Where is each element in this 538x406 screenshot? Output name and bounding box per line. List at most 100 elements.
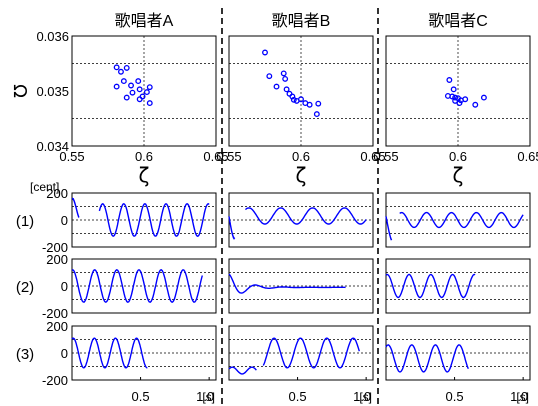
x-tick-label-1-0: 1.0: [510, 389, 528, 404]
scatter-point-1: [450, 86, 457, 93]
scatter-panel-c: 0.55 0.6 0.65 ζ: [373, 35, 538, 187]
y-tick-label: 0: [61, 346, 68, 361]
pitch-axes-frame: [71, 325, 217, 381]
y-tick-label: -200: [42, 306, 68, 321]
time-unit-label: [s]: [202, 390, 215, 404]
x-tick-label: 0.65: [360, 149, 385, 164]
scatter-point-0: [446, 77, 453, 83]
pitch-curve-segment-0: [385, 216, 393, 241]
row-label-3: (3): [16, 346, 34, 363]
scatter-point-4: [452, 94, 459, 101]
x-tick-label: 0.55: [59, 149, 84, 164]
y-tick-label: 0: [61, 213, 68, 228]
pitch-axes-frame: [228, 325, 374, 381]
scatter-point-13: [146, 84, 153, 91]
scatter-point-5: [128, 82, 134, 89]
pitch-curve-segment-1: [262, 337, 360, 369]
pitch-curve-segment-0: [71, 337, 148, 369]
pitch-axes-frame: [71, 258, 217, 314]
scatter-point-11: [139, 93, 146, 100]
scatter-point-0: [262, 49, 268, 56]
x-tick-label-0-5: 0.5: [446, 389, 464, 404]
pitch-panel-c3: 0.5 1.0[s]: [385, 325, 531, 404]
column-dividers: [221, 8, 379, 404]
pitch-panel-a3: 200 0 -200 0.5 1.0[s]: [42, 319, 217, 404]
pitch-curve-segment-1: [245, 207, 367, 225]
y-tick-label: 200: [46, 186, 68, 201]
scatter-point-13: [315, 100, 322, 107]
scatter-point-3: [449, 93, 456, 100]
singer-header-c: 歌唱者C: [428, 12, 488, 30]
x-tick-label: 0.6: [292, 149, 310, 164]
y-tick-label: 0.034: [36, 139, 69, 154]
scatter-point-9: [462, 96, 469, 103]
time-unit-label: [s]: [516, 390, 529, 404]
zeta-axis-label: ζ: [453, 163, 464, 187]
singer-header-b: 歌唱者B: [272, 12, 331, 30]
y-tick-label: 0.035: [36, 84, 69, 99]
cent-unit-label: [cent]: [30, 180, 59, 194]
x-tick-label-1-0: 1.0: [196, 389, 214, 404]
singer-headers: 歌唱者A 歌唱者B 歌唱者C: [115, 12, 488, 30]
x-tick-label-1-0: 1.0: [353, 389, 371, 404]
pitch-curve-segment-0: [228, 366, 257, 375]
scatter-point-1: [266, 73, 273, 80]
x-tick-label: 0.55: [216, 149, 241, 164]
scatter-point-0: [113, 64, 120, 71]
pitch-axes-frame: [385, 325, 531, 381]
x-tick-label-0-5: 0.5: [289, 389, 307, 404]
singer-header-a: 歌唱者A: [115, 12, 174, 30]
scatter-panel-a: 0.55 0.6 0.65 0.034 0.035 0.036 ζ: [36, 29, 228, 187]
scatter-point-12: [306, 101, 313, 108]
pitch-axes-frame: [228, 258, 374, 314]
x-tick-label: 0.6: [449, 149, 467, 164]
pitch-curve-segment-1: [399, 211, 524, 229]
x-tick-label: 0.65: [203, 149, 228, 164]
scatter-point-4: [113, 83, 120, 90]
y-tick-label: 200: [46, 252, 68, 267]
x-tick-label: 0.55: [373, 149, 398, 164]
scatter-point-4: [273, 83, 280, 90]
scatter-point-8: [456, 100, 463, 107]
pitch-curve-segment-0: [71, 197, 80, 218]
pitch-panel-b3: 0.5 1.0[s]: [228, 325, 374, 404]
pitch-axes-frame: [71, 192, 217, 248]
zeta-axis-label: ζ: [296, 163, 307, 187]
y-tick-label: -200: [42, 373, 68, 388]
scatter-axes-frame: [228, 35, 374, 147]
y-tick-label: -200: [42, 240, 68, 255]
pitch-panel-a2: 200 0 -200: [42, 252, 217, 321]
y-tick-label: 200: [46, 319, 68, 334]
scatter-point-6: [135, 78, 142, 85]
pitch-curve-segment-1: [98, 202, 210, 237]
scatter-point-3: [120, 78, 127, 85]
scatter-point-3: [282, 75, 289, 82]
scatter-point-7: [136, 86, 143, 93]
pitch-axes-frame: [385, 258, 531, 314]
scatter-axes-frame: [71, 35, 217, 147]
axis-labels: Ω [cent] (1) (2) (3): [9, 84, 59, 363]
pitch-curve-segment-0: [228, 216, 236, 240]
y-tick-label: 0: [61, 279, 68, 294]
omega-axis-label: Ω: [9, 84, 30, 98]
pitch-panel-a1: 200 0 -200: [42, 186, 217, 255]
scatter-point-10: [472, 101, 479, 108]
scatter-point-8: [290, 96, 297, 103]
scatter-point-2: [118, 68, 124, 75]
scatter-axes-frame: [385, 35, 531, 147]
x-tick-label-0-5: 0.5: [132, 389, 150, 404]
scatter-point-2: [280, 70, 287, 77]
scatter-point-12: [143, 89, 150, 96]
scatter-point-8: [129, 89, 136, 96]
scatter-panel-b: 0.55 0.6 0.65 ζ: [216, 35, 386, 187]
pitch-panel-b1: [228, 192, 374, 248]
row-label-2: (2): [16, 279, 34, 296]
scatter-point-6: [452, 97, 459, 104]
pitch-panel-c1: [385, 192, 531, 248]
time-unit-label: [s]: [359, 390, 372, 404]
y-tick-label: 0.036: [36, 29, 69, 44]
x-tick-label: 0.6: [135, 149, 153, 164]
